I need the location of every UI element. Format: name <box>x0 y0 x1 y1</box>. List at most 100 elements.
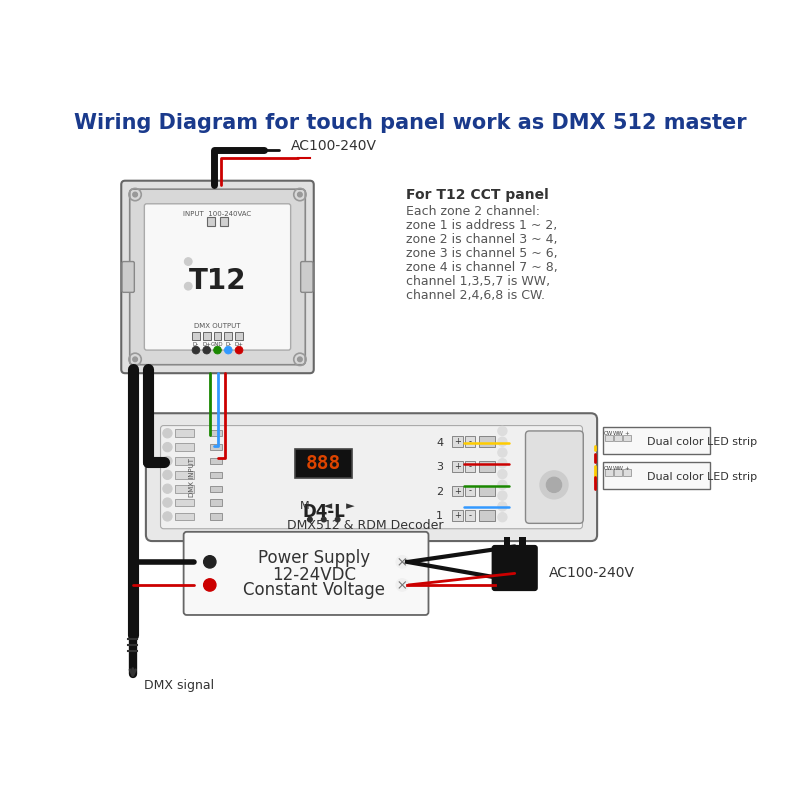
Text: For T12 CCT panel: For T12 CCT panel <box>406 188 549 202</box>
Circle shape <box>163 512 172 521</box>
Text: zone 1 is address 1 ~ 2,: zone 1 is address 1 ~ 2, <box>406 219 558 232</box>
Circle shape <box>498 491 507 500</box>
Circle shape <box>307 517 312 522</box>
Circle shape <box>184 282 192 290</box>
Text: +: + <box>454 462 461 471</box>
Bar <box>225 332 232 340</box>
Bar <box>465 510 475 521</box>
Text: 888: 888 <box>306 454 341 473</box>
Bar <box>210 514 222 519</box>
Bar <box>465 436 475 447</box>
FancyBboxPatch shape <box>144 204 290 350</box>
Text: Wiring Diagram for touch panel work as DMX 512 master: Wiring Diagram for touch panel work as D… <box>74 113 746 133</box>
FancyBboxPatch shape <box>122 181 314 373</box>
Bar <box>602 462 710 489</box>
Text: -: - <box>469 511 471 520</box>
Circle shape <box>203 346 210 354</box>
Circle shape <box>498 480 507 490</box>
Text: AC100-240V: AC100-240V <box>290 139 377 153</box>
Text: +: + <box>625 466 630 470</box>
Bar <box>519 538 526 551</box>
Text: DMX signal: DMX signal <box>144 678 214 691</box>
Bar <box>452 510 463 521</box>
Bar <box>207 217 215 226</box>
Text: DMX512 & RDM Decoder: DMX512 & RDM Decoder <box>287 519 443 532</box>
Text: -: - <box>469 462 471 471</box>
Text: 12-24VDC: 12-24VDC <box>272 566 356 584</box>
Text: D+: D+ <box>234 342 243 347</box>
Circle shape <box>163 456 172 466</box>
Bar <box>605 470 613 476</box>
Bar <box>175 471 194 478</box>
Circle shape <box>204 578 216 591</box>
Bar <box>478 510 495 521</box>
Circle shape <box>133 192 138 197</box>
Text: 2: 2 <box>436 486 443 497</box>
Circle shape <box>184 258 192 266</box>
Bar <box>478 436 495 447</box>
Bar <box>623 470 631 476</box>
Text: zone 3 is channel 5 ~ 6,: zone 3 is channel 5 ~ 6, <box>406 247 558 260</box>
Text: WW: WW <box>613 431 623 436</box>
Circle shape <box>322 517 326 522</box>
Bar <box>175 457 194 465</box>
Circle shape <box>498 470 507 478</box>
FancyBboxPatch shape <box>122 262 134 292</box>
Text: D+: D+ <box>202 342 211 347</box>
Circle shape <box>163 429 172 438</box>
Text: Constant Voltage: Constant Voltage <box>242 582 385 599</box>
Circle shape <box>133 357 138 362</box>
Bar <box>452 436 463 447</box>
Text: -: - <box>469 486 471 495</box>
Bar <box>210 499 222 506</box>
Circle shape <box>498 437 507 446</box>
Circle shape <box>540 471 568 498</box>
Bar <box>465 486 475 496</box>
Circle shape <box>298 357 302 362</box>
Bar <box>478 461 495 472</box>
FancyBboxPatch shape <box>526 431 583 523</box>
Bar <box>214 332 222 340</box>
FancyBboxPatch shape <box>492 545 538 591</box>
Bar <box>504 538 510 551</box>
Circle shape <box>214 346 222 354</box>
Text: AC100-240V: AC100-240V <box>549 566 634 581</box>
Circle shape <box>546 477 562 493</box>
Text: D-: D- <box>225 342 231 347</box>
Circle shape <box>396 556 409 568</box>
Bar <box>210 472 222 478</box>
Text: zone 4 is channel 7 ~ 8,: zone 4 is channel 7 ~ 8, <box>406 261 558 274</box>
Text: DMX INPUT: DMX INPUT <box>189 458 195 497</box>
Circle shape <box>163 470 172 479</box>
Text: Dual color LED strip: Dual color LED strip <box>647 437 758 447</box>
Bar <box>175 430 194 437</box>
Bar <box>614 470 622 476</box>
FancyBboxPatch shape <box>146 414 597 541</box>
Bar <box>602 427 710 454</box>
Bar <box>210 430 222 436</box>
Circle shape <box>204 556 216 568</box>
Text: 3: 3 <box>436 462 443 472</box>
Text: +: + <box>454 486 461 495</box>
Circle shape <box>298 192 302 197</box>
FancyBboxPatch shape <box>301 262 313 292</box>
Circle shape <box>192 346 200 354</box>
Text: channel 2,4,6,8 is CW.: channel 2,4,6,8 is CW. <box>406 289 545 302</box>
Text: zone 2 is channel 3 ~ 4,: zone 2 is channel 3 ~ 4, <box>406 233 558 246</box>
Circle shape <box>498 502 507 511</box>
Text: +: + <box>454 438 461 446</box>
Circle shape <box>163 498 172 507</box>
Bar <box>294 449 352 478</box>
Circle shape <box>498 458 507 468</box>
Text: CW: CW <box>604 431 614 436</box>
Text: M    ◄    ►: M ◄ ► <box>300 501 354 510</box>
Bar <box>605 435 613 441</box>
Text: Power Supply: Power Supply <box>258 549 370 567</box>
Circle shape <box>163 484 172 494</box>
Bar <box>623 435 631 441</box>
Text: -: - <box>469 438 471 446</box>
FancyBboxPatch shape <box>130 189 306 365</box>
Text: +: + <box>625 431 630 436</box>
Text: DMX OUTPUT: DMX OUTPUT <box>194 323 241 330</box>
Text: WW: WW <box>613 466 623 470</box>
